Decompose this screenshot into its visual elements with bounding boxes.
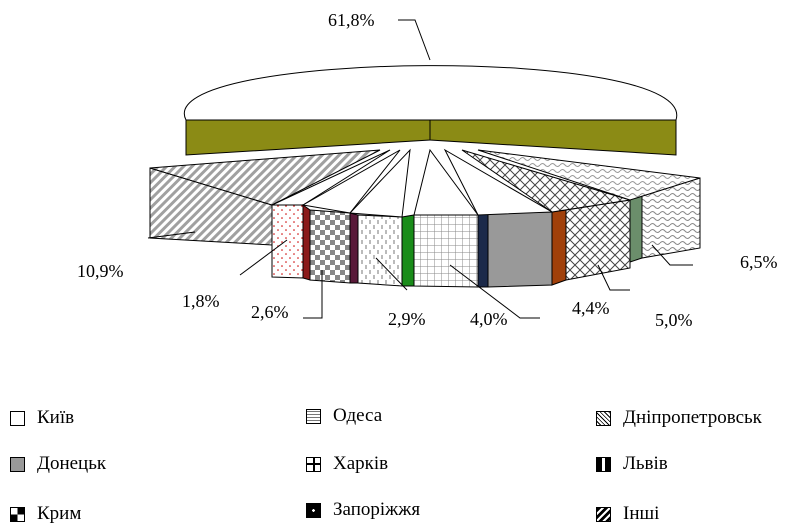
swatch-kyiv <box>10 410 25 426</box>
legend-item-donetsk: Донецьк <box>10 452 106 476</box>
legend-item-kharkiv: Харків <box>306 452 388 476</box>
swatch-inshi <box>596 506 611 522</box>
label-kharkiv: 4,0% <box>470 309 508 329</box>
slice-donetsk <box>443 148 554 288</box>
legend-item-zaporizhzhia: Запоріжжя <box>306 498 420 522</box>
legend-label: Дніпропетровськ <box>623 407 762 428</box>
legend-item-inshi: Інші <box>596 502 659 526</box>
slice-crimea <box>348 148 411 287</box>
swatch-zaporizhzhia <box>306 502 321 518</box>
legend-item-lviv: Львів <box>596 452 668 476</box>
legend-label: Київ <box>37 407 75 428</box>
label-donetsk: 4,4% <box>572 298 610 318</box>
pie-chart: 61,8% 10,9% 6,5% 5,0% 4,4% 4,0% 2,9% 2,6… <box>77 10 778 330</box>
swatch-lviv <box>596 456 611 472</box>
legend-label: Запоріжжя <box>333 499 421 520</box>
legend-item-crimea: Крим <box>10 502 81 526</box>
label-zaporizhzhia: 2,6% <box>251 302 289 322</box>
swatch-crimea <box>10 506 25 522</box>
data-labels: 61,8% 10,9% 6,5% 5,0% 4,4% 4,0% 2,9% 2,6… <box>77 10 778 330</box>
legend-label: Крим <box>37 503 82 524</box>
leader-lines <box>147 19 693 319</box>
label-crimea: 2,9% <box>388 309 426 329</box>
legend-item-dnipropetrovsk: Дніпропетровськ <box>596 406 762 430</box>
label-lviv: 1,8% <box>182 291 220 311</box>
legend-label: Донецьк <box>37 453 107 474</box>
swatch-dnipropetrovsk <box>596 410 611 426</box>
label-odesa: 5,0% <box>655 310 693 330</box>
legend: Київ Одеса Дніпропетровськ Донецьк Харкі… <box>0 398 810 528</box>
swatch-kharkiv <box>306 456 321 472</box>
legend-label: Харків <box>333 453 389 474</box>
legend-item-odesa: Одеса <box>306 404 382 428</box>
legend-label: Львів <box>623 453 668 474</box>
slice-dnipropetrovsk <box>477 149 701 263</box>
slice-lviv <box>271 149 391 279</box>
label-kyiv: 61,8% <box>328 10 375 30</box>
swatch-donetsk <box>10 456 25 472</box>
label-inshi: 10,9% <box>77 261 124 281</box>
slice-kyiv <box>183 65 677 156</box>
slice-inshi <box>149 149 381 246</box>
slice-odesa <box>461 149 631 286</box>
legend-label: Одеса <box>333 405 383 426</box>
label-dnipropetrovsk: 6,5% <box>740 252 778 272</box>
swatch-odesa <box>306 408 321 424</box>
legend-label: Інші <box>623 503 660 524</box>
legend-item-kyiv: Київ <box>10 406 74 430</box>
